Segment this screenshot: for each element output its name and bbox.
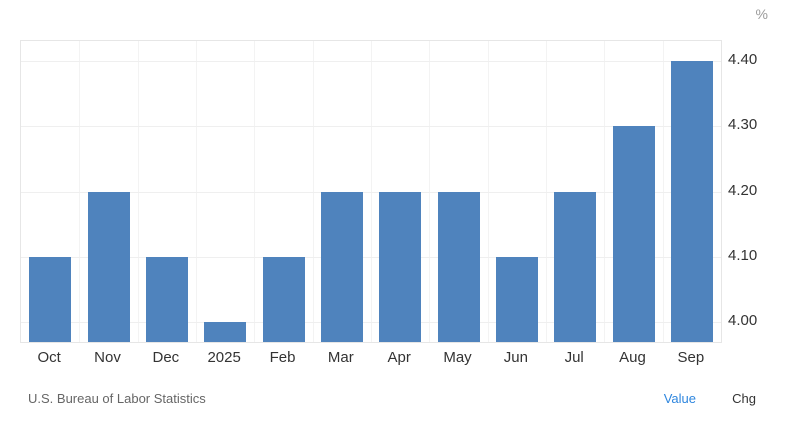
x-axis-tick-label: Nov	[94, 349, 121, 366]
bar-feb[interactable]	[262, 256, 305, 342]
bar-dec[interactable]	[145, 256, 188, 342]
x-axis-tick-label: Oct	[37, 349, 61, 366]
x-axis-tick-label: Jul	[564, 349, 584, 366]
bar-oct[interactable]	[29, 256, 72, 342]
y-axis-tick-label: 4.20	[728, 181, 758, 199]
source-attribution-label: U.S. Bureau of Labor Statistics	[28, 391, 206, 406]
bar-nov[interactable]	[87, 191, 130, 342]
bar-mar[interactable]	[320, 191, 363, 342]
bar-2025[interactable]	[204, 322, 247, 342]
chart-footer: U.S. Bureau of Labor Statistics Value Ch…	[0, 388, 786, 412]
gridline-horizontal	[21, 256, 721, 258]
gridline-horizontal	[21, 191, 721, 193]
chg-toggle-link[interactable]: Chg	[732, 391, 756, 406]
x-axis-tick-label: Dec	[152, 349, 180, 366]
y-axis-tick-label: 4.10	[728, 246, 758, 264]
y-axis-tick-label: 4.00	[728, 312, 758, 330]
x-axis-tick-label: Apr	[387, 349, 411, 366]
x-axis-tick-label: May	[443, 349, 472, 366]
x-axis-tick-label: 2025	[207, 349, 241, 366]
y-axis-unit-label: %	[755, 6, 768, 22]
y-axis-tick-label: 4.30	[728, 116, 758, 134]
gridline-horizontal	[21, 60, 721, 62]
gridline-horizontal	[21, 322, 721, 324]
gridline-horizontal	[21, 126, 721, 128]
x-axis: Oct Nov Dec 2025 Feb Mar Apr May Jun Jul Aug Sep	[20, 349, 720, 371]
x-axis-tick-label: Jun	[503, 349, 528, 366]
x-axis-tick-label: Aug	[619, 349, 646, 366]
bar-jul[interactable]	[554, 191, 597, 342]
y-axis: 4.00 4.10 4.20 4.30 4.40	[726, 40, 784, 341]
y-axis-tick-label: 4.40	[728, 50, 758, 68]
bar-sep[interactable]	[670, 60, 713, 342]
bar-may[interactable]	[437, 191, 480, 342]
value-toggle-link[interactable]: Value	[663, 391, 696, 406]
x-axis-tick-label: Mar	[327, 349, 354, 366]
chart-plot	[20, 40, 722, 343]
x-axis-tick-label: Feb	[269, 349, 296, 366]
bar-apr[interactable]	[379, 191, 422, 342]
bar-jun[interactable]	[495, 256, 538, 342]
x-axis-tick-label: Sep	[677, 349, 705, 366]
bar-aug[interactable]	[612, 126, 655, 342]
